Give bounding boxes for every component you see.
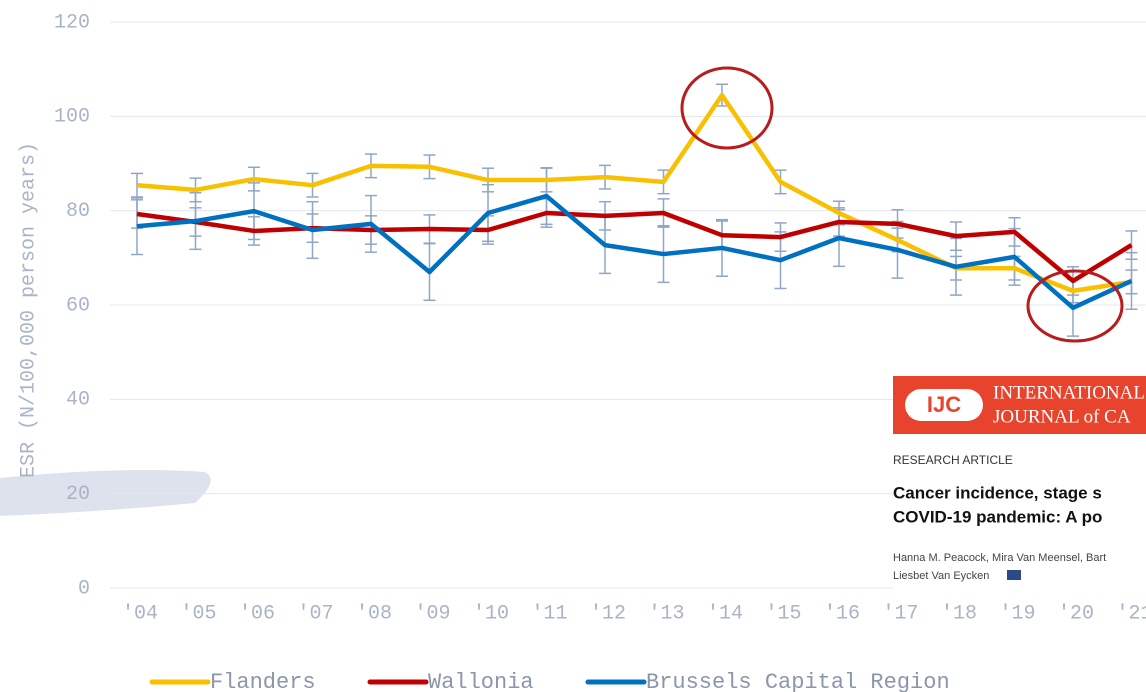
x-tick-label: '17 bbox=[882, 602, 918, 625]
x-tick-label: '19 bbox=[999, 602, 1035, 625]
error-bar bbox=[131, 172, 143, 198]
y-tick-label: 100 bbox=[54, 106, 90, 129]
article-title: Cancer incidence, stage s bbox=[893, 483, 1102, 502]
article-title: COVID-19 pandemic: A po bbox=[893, 507, 1102, 526]
x-tick-label: '05 bbox=[180, 602, 216, 625]
x-tick-label: '08 bbox=[356, 602, 392, 625]
y-tick-label: 0 bbox=[78, 577, 90, 600]
highlight-circle bbox=[1026, 269, 1124, 343]
highlight-circle bbox=[680, 66, 774, 150]
x-tick-label: '07 bbox=[297, 602, 333, 625]
x-tick-label: '15 bbox=[765, 602, 801, 625]
mail-icon bbox=[1007, 570, 1021, 580]
article-authors: Liesbet Van Eycken bbox=[893, 570, 989, 582]
x-tick-label: '10 bbox=[473, 602, 509, 625]
x-tick-label: '12 bbox=[590, 602, 626, 625]
series-line bbox=[136, 92, 1132, 294]
x-tick-label: '20 bbox=[1058, 602, 1094, 625]
x-tick-label: '11 bbox=[531, 602, 567, 625]
series-line bbox=[136, 193, 1133, 311]
logo: IJC bbox=[927, 392, 961, 417]
legend-label: Brussels Capital Region bbox=[646, 670, 950, 692]
article-authors: Hanna M. Peacock, Mira Van Meensel, Bart bbox=[893, 552, 1106, 564]
y-tick-label: 120 bbox=[54, 11, 90, 34]
legend-label: Wallonia bbox=[428, 670, 534, 692]
x-tick-label: '13 bbox=[648, 602, 684, 625]
y-tick-label: 40 bbox=[66, 389, 90, 412]
x-tick-label: '21 bbox=[1116, 602, 1146, 625]
brush-stroke bbox=[0, 470, 211, 516]
y-tick-label: 60 bbox=[66, 294, 90, 317]
x-tick-label: '14 bbox=[707, 602, 743, 625]
article-inset: IJC INTERNATIONAL JOURNAL of CA RESEARCH… bbox=[893, 376, 1146, 590]
legend-label: Flanders bbox=[210, 670, 316, 692]
journal-name: JOURNAL of CA bbox=[993, 406, 1131, 427]
article-kicker: RESEARCH ARTICLE bbox=[893, 453, 1013, 467]
x-tick-label: '18 bbox=[941, 602, 977, 625]
x-tick-label: '09 bbox=[414, 602, 450, 625]
y-tick-label: 20 bbox=[66, 483, 90, 506]
x-tick-label: '04 bbox=[122, 602, 158, 625]
logo-pill bbox=[905, 389, 983, 421]
journal-name: INTERNATIONAL bbox=[993, 382, 1145, 403]
x-tick-label: '16 bbox=[824, 602, 860, 625]
y-tick-label: 80 bbox=[66, 200, 90, 223]
x-tick-label: '06 bbox=[239, 602, 275, 625]
y-axis-label: ESR (N/100,000 person years) bbox=[17, 142, 40, 478]
